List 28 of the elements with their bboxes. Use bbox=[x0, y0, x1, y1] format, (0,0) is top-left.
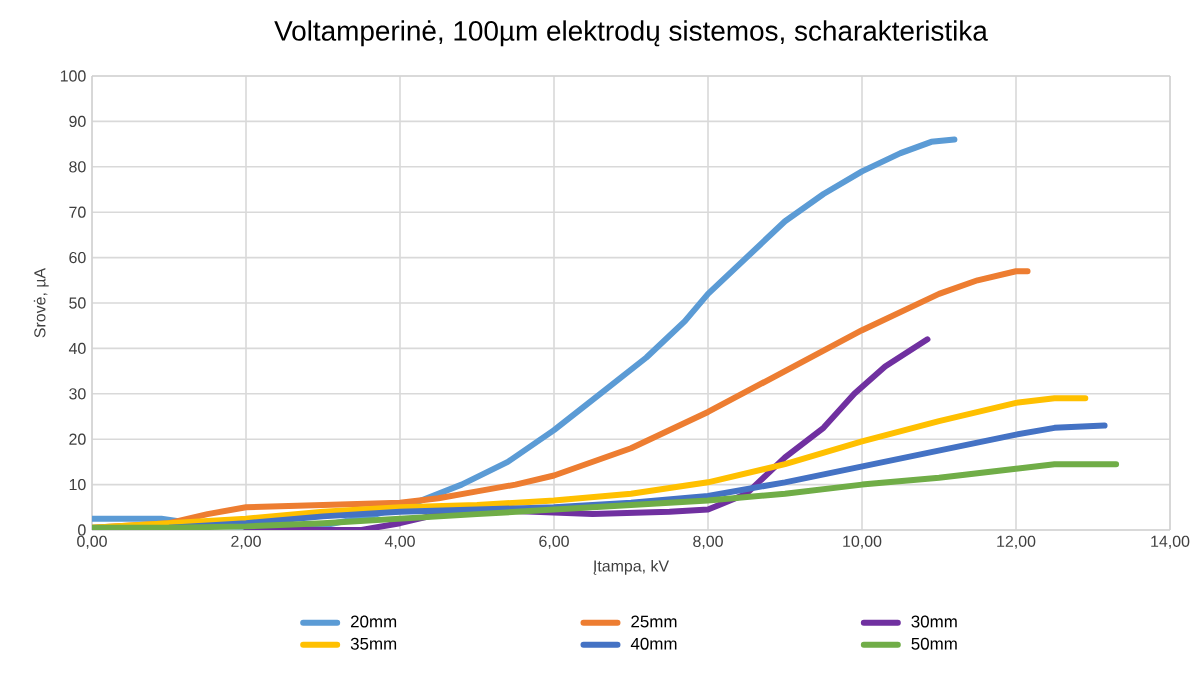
y-tick-label: 70 bbox=[69, 206, 86, 218]
y-tick-label: 20 bbox=[69, 433, 86, 445]
legend-label: 25mm bbox=[631, 615, 677, 628]
legend-label: 30mm bbox=[911, 615, 957, 628]
legend-label: 35mm bbox=[350, 637, 397, 650]
y-tick-label: 100 bbox=[60, 70, 86, 82]
y-tick-label: 30 bbox=[69, 388, 86, 400]
x-tick-label: 0,00 bbox=[77, 535, 107, 549]
legend-label: 20mm bbox=[350, 615, 397, 628]
x-tick-label: 14,00 bbox=[1151, 535, 1190, 549]
legend-label: 50mm bbox=[911, 637, 957, 650]
x-tick-label: 10,00 bbox=[843, 535, 882, 549]
legend-label: 40mm bbox=[630, 637, 677, 650]
y-tick-label: 80 bbox=[69, 161, 86, 173]
y-axis-title: Srovė, µA bbox=[33, 267, 49, 338]
y-tick-label: 10 bbox=[69, 478, 86, 491]
x-tick-label: 4,00 bbox=[384, 535, 415, 549]
y-tick-label: 50 bbox=[69, 297, 86, 309]
y-tick-label: 90 bbox=[69, 115, 86, 128]
x-tick-label: 2,00 bbox=[231, 535, 261, 549]
y-tick-label: 0 bbox=[78, 524, 86, 536]
x-axis-title: Įtampa, kV bbox=[593, 559, 670, 575]
y-tick-label: 60 bbox=[69, 251, 86, 264]
x-tick-label: 12,00 bbox=[997, 535, 1036, 549]
chart-title: Voltamperinė, 100µm elektrodų sistemos, scharakteristika bbox=[274, 20, 988, 47]
x-tick-label: 8,00 bbox=[693, 535, 723, 549]
y-tick-label: 40 bbox=[68, 342, 86, 355]
x-tick-label: 6,00 bbox=[539, 535, 569, 549]
